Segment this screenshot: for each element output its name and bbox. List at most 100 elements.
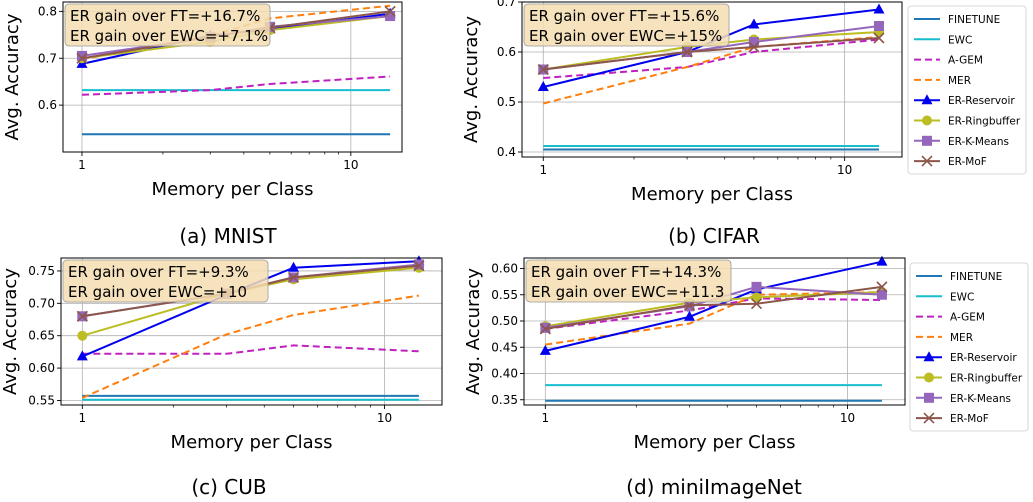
data-point	[748, 18, 760, 29]
legend-item: ER-Ringbuffer	[916, 372, 1023, 385]
x-tick-label: 10	[840, 411, 855, 425]
data-point	[681, 46, 693, 58]
chart-panel-1: 1 10 0.6 0.7 0.8 Memory per Class Avg. Accurac…	[2, 1, 403, 248]
legend-label: ER-Reservoir	[948, 95, 1015, 107]
series-a-gem	[81, 75, 391, 96]
series-line	[543, 38, 880, 79]
legend-label: EWC	[950, 291, 974, 303]
annotation-box: ER gain over FT=+14.3% ER gain over EWC=+…	[525, 259, 732, 303]
data-point	[76, 52, 88, 64]
legend-item: A-GEM	[916, 312, 985, 324]
y-tick-label: 0.7	[38, 51, 57, 65]
annotation-line: ER gain over EWC=+15%	[529, 27, 722, 45]
panel-caption: (b) CIFAR	[668, 224, 760, 248]
data-point	[876, 281, 888, 293]
x-tick-label: 1	[78, 158, 86, 172]
y-tick-label: 0.55	[491, 288, 518, 302]
x-tick-label: 10	[343, 158, 358, 172]
annotation-line: ER gain over FT=+14.3%	[531, 263, 721, 281]
data-point	[539, 344, 551, 355]
data-point	[413, 260, 425, 272]
data-point	[76, 50, 87, 61]
legend-item: MER	[914, 75, 971, 87]
legend-label: ER-MoF	[950, 413, 989, 425]
legend: FINETUNE EWC A-GEM MER ER-Reservoir ER-Ringbu…	[909, 262, 1029, 432]
y-tick-label: 0.6	[497, 45, 516, 59]
legend-marker	[921, 94, 933, 105]
legend-label: ER-Reservoir	[950, 352, 1017, 364]
y-tick-label: 0.45	[491, 340, 518, 354]
legend-item: A-GEM	[914, 55, 983, 67]
data-point	[76, 350, 88, 361]
series-line	[545, 260, 883, 352]
legend-marker	[922, 115, 932, 126]
legend-item: ER-MoF	[914, 155, 987, 168]
y-tick-label: 0.35	[491, 393, 518, 407]
legend-label: EWC	[948, 34, 972, 46]
legend-marker	[923, 412, 935, 424]
data-point	[751, 281, 762, 292]
chart-panel-2: 1 10 0.4 0.5 0.6 0.7 Memory per Class Avg. Accu…	[461, 0, 1027, 248]
y-tick-label: 0.60	[491, 262, 518, 276]
x-axis-label: Memory per Class	[171, 432, 333, 453]
y-tick-label: 0.55	[28, 393, 55, 407]
data-point	[876, 289, 887, 300]
annotation-line: ER gain over EWC=+7.1%	[70, 27, 268, 45]
x-axis-label: Memory per Class	[152, 179, 314, 200]
data-point	[750, 298, 763, 310]
legend-label: ER-Ringbuffer	[950, 373, 1023, 385]
annotation-line: ER gain over FT=+9.3%	[68, 263, 249, 281]
data-point	[683, 310, 695, 321]
annotation-line: ER gain over EWC=+10	[68, 283, 247, 301]
panel-caption: (a) MNIST	[179, 224, 277, 248]
data-point	[537, 81, 549, 91]
legend-marker	[923, 351, 935, 362]
y-tick-label: 0.40	[491, 367, 518, 381]
series-line	[543, 37, 880, 71]
annotation-background	[525, 259, 732, 303]
x-tick-label: 1	[542, 411, 550, 425]
y-tick-label: 0.8	[38, 4, 57, 18]
y-tick-label: 0.60	[28, 361, 55, 375]
data-point	[76, 310, 88, 322]
x-axis-label: Memory per Class	[631, 184, 793, 205]
plot-frame	[523, 257, 906, 406]
series-mer	[81, 294, 420, 399]
data-point	[384, 5, 396, 17]
legend-item: ER-Reservoir	[914, 94, 1015, 107]
legend-label: MER	[950, 332, 973, 344]
y-tick-label: 0.4	[497, 145, 516, 159]
series-er-mof	[539, 281, 888, 335]
data-point	[873, 21, 884, 31]
legend-label: A-GEM	[948, 55, 983, 67]
legend-item: MER	[916, 332, 973, 344]
annotation-background	[64, 3, 271, 47]
annotation-background	[523, 3, 730, 47]
data-point	[413, 259, 424, 270]
data-point	[748, 41, 760, 53]
y-tick-label: 0.5	[497, 95, 516, 109]
y-tick-label: 0.6	[38, 98, 57, 112]
legend-frame	[907, 5, 1027, 175]
series-er-mof	[537, 32, 885, 76]
y-axis-label: Avg. Accuracy	[461, 16, 482, 143]
x-axis-label: Memory per Class	[634, 432, 796, 453]
annotation-box: ER gain over FT=+16.7% ER gain over EWC=+…	[64, 3, 271, 47]
chart-panel-4: 1 10 0.35 0.40 0.45 0.50 0.55 0.60 Memory per Cl…	[463, 255, 1029, 499]
legend-item: ER-K-Means	[916, 392, 1011, 405]
y-axis-label: Avg. Accuracy	[0, 268, 21, 395]
legend: FINETUNE EWC A-GEM MER ER-Reservoir ER-Ringbu…	[907, 5, 1027, 175]
legend-item: ER-MoF	[916, 412, 989, 425]
legend-item: EWC	[914, 34, 972, 46]
legend-label: ER-MoF	[948, 156, 987, 168]
legend-frame	[909, 262, 1029, 432]
legend-item: EWC	[916, 291, 974, 303]
data-point	[288, 261, 300, 272]
y-axis-label: Avg. Accuracy	[2, 13, 23, 140]
series-line	[81, 75, 391, 96]
legend-marker	[922, 135, 932, 146]
annotation-background	[62, 259, 269, 303]
legend-item: ER-Ringbuffer	[914, 115, 1021, 128]
series-line	[81, 294, 420, 399]
